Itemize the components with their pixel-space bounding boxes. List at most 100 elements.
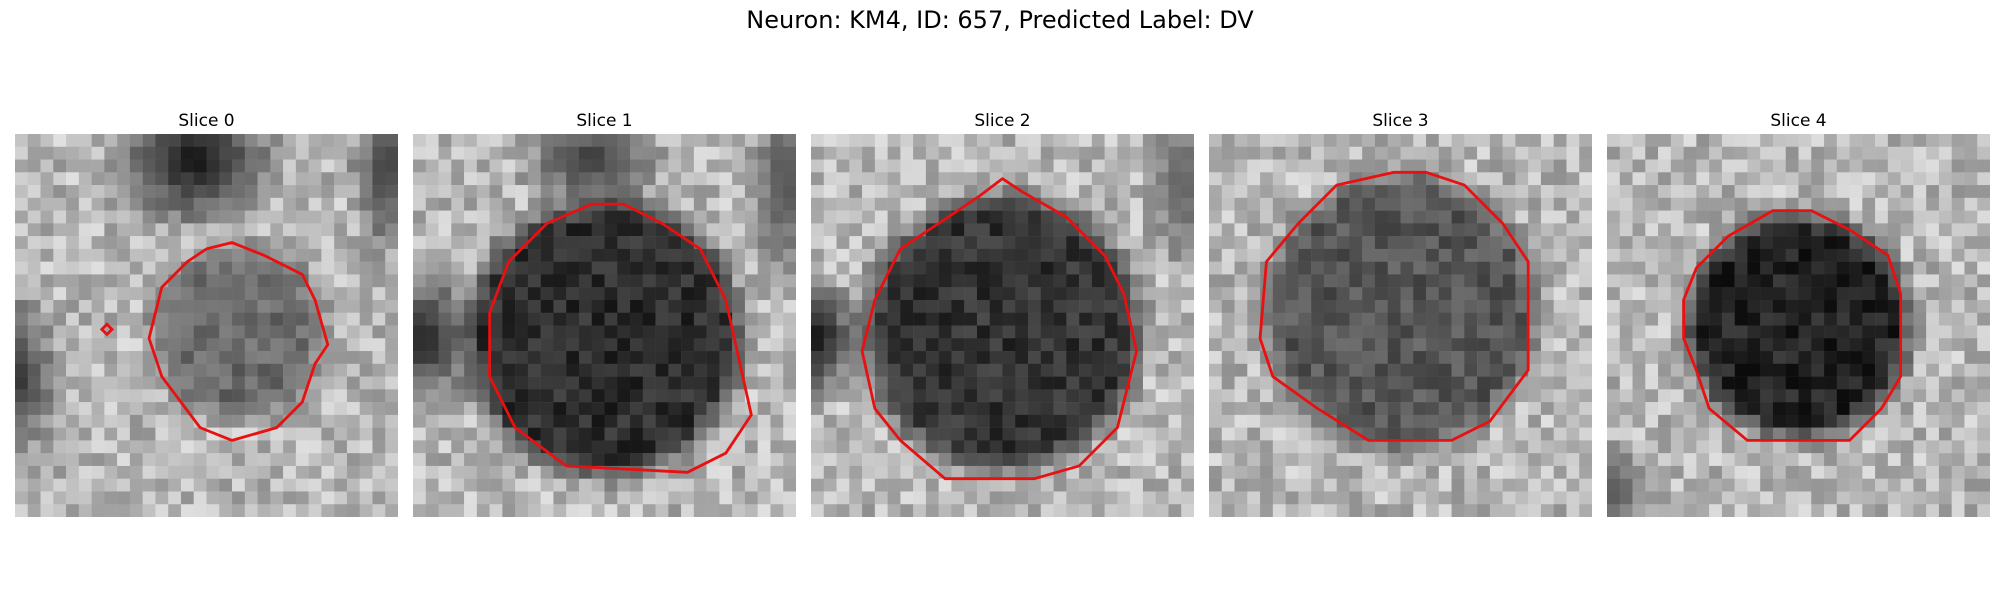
image-pixel bbox=[719, 261, 733, 275]
image-pixel bbox=[1066, 504, 1080, 517]
image-pixel bbox=[1645, 440, 1659, 454]
image-pixel bbox=[1168, 185, 1182, 199]
image-pixel bbox=[1142, 299, 1156, 313]
image-pixel bbox=[1400, 363, 1414, 377]
image-pixel bbox=[1130, 312, 1144, 326]
image-pixel bbox=[359, 261, 373, 275]
image-pixel bbox=[655, 414, 669, 428]
image-pixel bbox=[283, 363, 297, 377]
image-pixel bbox=[900, 325, 914, 339]
image-pixel bbox=[257, 453, 271, 467]
image-pixel bbox=[372, 325, 386, 339]
image-pixel bbox=[1670, 453, 1684, 467]
image-pixel bbox=[527, 172, 541, 186]
image-pixel bbox=[1438, 325, 1452, 339]
image-pixel bbox=[1079, 146, 1093, 160]
image-pixel bbox=[1234, 363, 1248, 377]
image-pixel bbox=[1926, 159, 1940, 173]
image-pixel bbox=[757, 172, 771, 186]
image-pixel bbox=[1887, 491, 1901, 505]
image-pixel bbox=[1734, 274, 1748, 288]
image-pixel bbox=[66, 261, 80, 275]
image-pixel bbox=[1811, 504, 1825, 517]
image-pixel bbox=[219, 172, 233, 186]
image-pixel bbox=[180, 363, 194, 377]
image-pixel bbox=[770, 465, 784, 479]
image-pixel bbox=[1632, 236, 1646, 250]
image-pixel bbox=[836, 414, 850, 428]
image-pixel bbox=[476, 363, 490, 377]
image-pixel bbox=[1040, 414, 1054, 428]
image-pixel bbox=[1645, 274, 1659, 288]
image-pixel bbox=[1272, 504, 1286, 517]
image-pixel bbox=[1323, 210, 1337, 224]
image-pixel bbox=[78, 491, 92, 505]
image-pixel bbox=[951, 338, 965, 352]
image-pixel bbox=[15, 363, 29, 377]
image-pixel bbox=[1260, 146, 1274, 160]
image-pixel bbox=[1234, 274, 1248, 288]
image-pixel bbox=[783, 210, 796, 224]
image-pixel bbox=[1811, 402, 1825, 416]
image-pixel bbox=[385, 197, 398, 211]
image-pixel bbox=[1336, 146, 1350, 160]
image-pixel bbox=[1553, 325, 1567, 339]
image-pixel bbox=[1234, 325, 1248, 339]
image-pixel bbox=[283, 210, 297, 224]
image-pixel bbox=[91, 287, 105, 301]
image-pixel bbox=[925, 504, 939, 517]
image-pixel bbox=[1285, 453, 1299, 467]
image-pixel bbox=[232, 287, 246, 301]
image-pixel bbox=[1413, 491, 1427, 505]
image-pixel bbox=[1298, 351, 1312, 365]
image-pixel bbox=[257, 261, 271, 275]
image-pixel bbox=[1451, 210, 1465, 224]
image-pixel bbox=[1964, 197, 1978, 211]
image-pixel bbox=[770, 478, 784, 492]
image-pixel bbox=[951, 440, 965, 454]
image-pixel bbox=[1607, 465, 1621, 479]
image-pixel bbox=[489, 465, 503, 479]
image-pixel bbox=[1426, 427, 1440, 441]
image-pixel bbox=[811, 325, 825, 339]
image-pixel bbox=[1451, 261, 1465, 275]
image-pixel bbox=[334, 351, 348, 365]
image-pixel bbox=[502, 491, 516, 505]
image-pixel bbox=[1002, 146, 1016, 160]
image-pixel bbox=[1926, 312, 1940, 326]
image-pixel bbox=[155, 210, 169, 224]
image-pixel bbox=[1540, 491, 1554, 505]
image-pixel bbox=[15, 223, 29, 237]
image-pixel bbox=[321, 491, 335, 505]
image-pixel bbox=[372, 491, 386, 505]
image-pixel bbox=[1413, 338, 1427, 352]
image-pixel bbox=[1760, 159, 1774, 173]
image-pixel bbox=[104, 274, 118, 288]
image-pixel bbox=[372, 351, 386, 365]
image-pixel bbox=[1824, 491, 1838, 505]
image-pixel bbox=[1426, 312, 1440, 326]
image-pixel bbox=[385, 363, 398, 377]
image-pixel bbox=[989, 440, 1003, 454]
image-pixel bbox=[1489, 351, 1503, 365]
image-pixel bbox=[27, 134, 41, 148]
image-pixel bbox=[1053, 402, 1067, 416]
slice-panel-2: Slice 2 bbox=[811, 108, 1194, 517]
image-pixel bbox=[359, 172, 373, 186]
image-pixel bbox=[1760, 223, 1774, 237]
image-pixel bbox=[1091, 478, 1105, 492]
image-pixel bbox=[1028, 504, 1042, 517]
image-pixel bbox=[1002, 325, 1016, 339]
image-pixel bbox=[770, 261, 784, 275]
image-pixel bbox=[180, 236, 194, 250]
image-pixel bbox=[1515, 287, 1529, 301]
image-pixel bbox=[1964, 159, 1978, 173]
image-pixel bbox=[372, 185, 386, 199]
image-pixel bbox=[295, 414, 309, 428]
image-pixel bbox=[655, 197, 669, 211]
image-pixel bbox=[1658, 363, 1672, 377]
image-pixel bbox=[66, 376, 80, 390]
image-pixel bbox=[270, 146, 284, 160]
image-pixel bbox=[1260, 210, 1274, 224]
image-pixel bbox=[168, 414, 182, 428]
